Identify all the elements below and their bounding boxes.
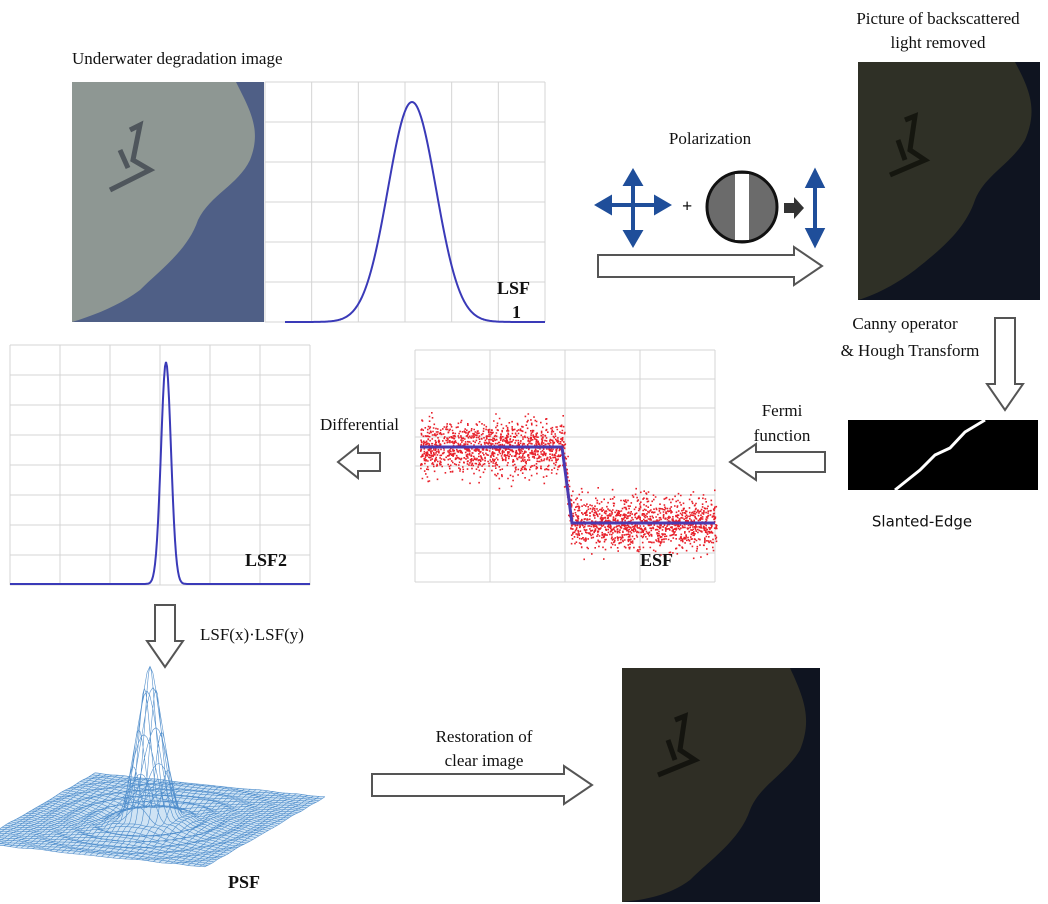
- label: clear image: [445, 751, 524, 770]
- small-arrow: [784, 197, 804, 219]
- polarized-icon: [804, 167, 826, 249]
- plus: +: [682, 196, 692, 216]
- flow-arrow: [597, 245, 824, 287]
- psf-mesh: [0, 665, 326, 868]
- object-mark: [657, 712, 701, 778]
- image-region: [858, 62, 1032, 300]
- label: LSF2: [245, 550, 287, 570]
- label: ESF: [640, 550, 673, 570]
- grid: [264, 81, 546, 323]
- label: Underwater degradation image: [72, 49, 283, 68]
- flow-arrow: [371, 764, 594, 806]
- label: PSF: [228, 872, 260, 892]
- polarizer-slit: [735, 174, 749, 240]
- esf-samples: [420, 412, 718, 561]
- label: Fermi: [762, 401, 803, 420]
- label: Slanted-Edge: [872, 513, 972, 531]
- label: Differential: [320, 415, 399, 434]
- label: function: [754, 426, 811, 445]
- label: 1: [512, 302, 521, 322]
- label: LSF: [497, 278, 530, 298]
- label: Picture of backscattered: [856, 9, 1020, 28]
- image-region: [72, 82, 255, 322]
- esf-graph: [414, 349, 718, 583]
- label: Canny operator: [852, 314, 958, 333]
- object-mark: [108, 120, 156, 193]
- lsf-curve: [285, 100, 545, 323]
- flow-arrow: [985, 317, 1025, 412]
- slanted-edge-image: [848, 420, 1038, 490]
- flow-arrow: [728, 442, 826, 482]
- object-mark: [889, 112, 931, 178]
- psf-surface: [0, 665, 326, 868]
- label: light removed: [891, 33, 986, 52]
- label: LSF(x)·LSF(y): [200, 625, 304, 644]
- label: & Hough Transform: [841, 341, 980, 360]
- lsf2-graph: [9, 344, 311, 586]
- lsf-curve: [10, 361, 310, 585]
- image-region: [622, 668, 807, 902]
- flow-arrow: [336, 443, 381, 481]
- label: Restoration of: [436, 727, 533, 746]
- flow-arrow: [145, 604, 185, 669]
- lsf1-graph: [264, 81, 546, 324]
- esf-fit: [420, 445, 715, 525]
- label: Polarization: [669, 129, 752, 148]
- unpolarized-icon: [594, 168, 672, 248]
- edge-line: [894, 418, 986, 492]
